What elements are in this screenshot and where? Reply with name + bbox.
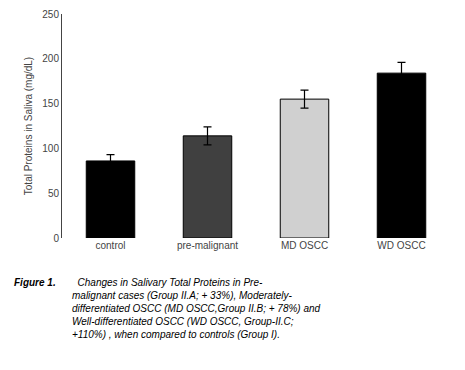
svg-text:100: 100 [42,143,59,154]
svg-text:50: 50 [48,188,60,199]
svg-text:0: 0 [53,233,59,244]
svg-text:WD OSCC: WD OSCC [377,240,425,251]
svg-text:150: 150 [42,98,59,109]
svg-text:pre-malignant: pre-malignant [177,240,238,251]
svg-text:Total Proteins in Saliva (mg/d: Total Proteins in Saliva (mg/dL) [23,57,34,195]
svg-text:Figure 1.: Figure 1. [14,277,56,288]
svg-text:Changes in Salivary Total Prot: Changes in Salivary Total Proteins in Pr… [72,277,321,340]
svg-text:250: 250 [42,9,59,20]
svg-text:200: 200 [42,53,59,64]
svg-text:control: control [95,240,125,251]
svg-text:MD OSCC: MD OSCC [281,240,328,251]
